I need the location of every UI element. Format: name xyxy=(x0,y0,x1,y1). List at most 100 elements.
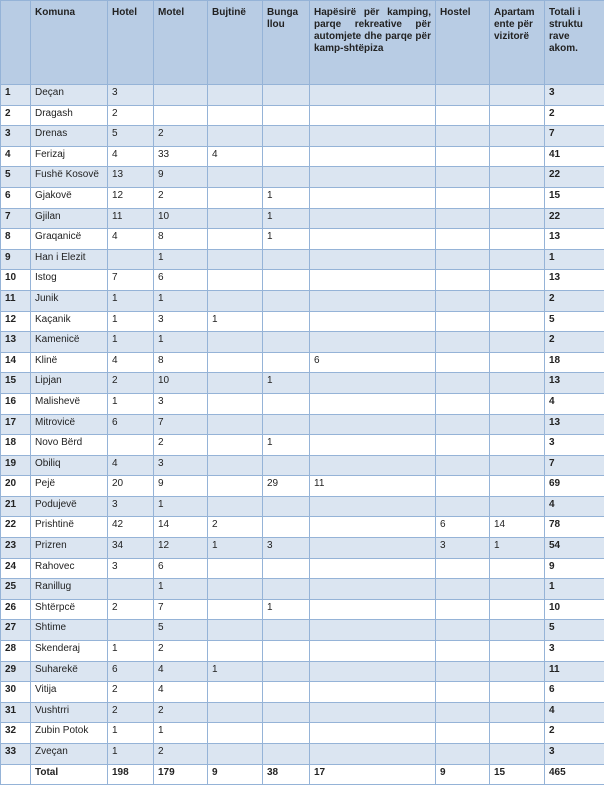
table-cell: 10 xyxy=(544,598,604,621)
table-cell xyxy=(262,84,310,106)
table-cell: Obiliq xyxy=(30,454,108,477)
table-cell xyxy=(207,166,263,188)
table-cell: 3 xyxy=(153,392,208,415)
table-cell: Gjakovë xyxy=(30,186,108,209)
table-cell xyxy=(207,434,263,456)
table-cell xyxy=(435,392,490,415)
table-cell: 8 xyxy=(153,228,208,250)
total-row: Total 198 179 9 38 17 9 15 465 xyxy=(0,763,604,786)
table-cell: Novo Bërd xyxy=(30,434,108,456)
table-cell: 1 xyxy=(107,392,154,415)
table-cell xyxy=(309,722,436,744)
table-cell: Malishevë xyxy=(30,392,108,415)
table-cell xyxy=(262,413,310,436)
table-cell: 4 xyxy=(107,145,154,168)
table-cell xyxy=(435,145,490,168)
table-cell xyxy=(262,289,310,312)
table-cell xyxy=(435,186,490,209)
table-cell: 38 xyxy=(262,763,310,786)
table-row: 6 Gjakovë 12 2 1 15 xyxy=(0,186,604,209)
table-cell xyxy=(207,681,263,703)
table-cell: 10 xyxy=(0,269,31,291)
table-cell xyxy=(435,289,490,312)
table-cell: 1 xyxy=(107,743,154,765)
table-cell: Fushë Kosovë xyxy=(30,166,108,188)
table-cell: 9 xyxy=(153,475,208,497)
table-row: 22 Prishtinë 42 14 2 6 14 78 xyxy=(0,516,604,539)
table-row: 1 Deçan 3 3 xyxy=(0,84,604,106)
table-cell xyxy=(489,434,545,456)
table-cell xyxy=(107,434,154,456)
table-cell: 78 xyxy=(544,516,604,539)
table-cell xyxy=(107,578,154,600)
table-cell: 24 xyxy=(0,557,31,580)
table-cell: 7 xyxy=(107,269,154,291)
table-cell xyxy=(309,248,436,271)
table-cell xyxy=(309,372,436,394)
table-cell: Ranillug xyxy=(30,578,108,600)
table-row: 12 Kaçanik 1 3 1 5 xyxy=(0,310,604,333)
table-row: 31 Vushtrri 2 2 4 xyxy=(0,701,604,724)
table-cell xyxy=(262,495,310,518)
table-cell: 2 xyxy=(153,743,208,765)
table-cell xyxy=(435,166,490,188)
table-row: 28 Skenderaj 1 2 3 xyxy=(0,640,604,662)
table-cell: 3 xyxy=(544,84,604,106)
table-cell xyxy=(489,495,545,518)
table-cell: 2 xyxy=(153,701,208,724)
table-cell: 25 xyxy=(0,578,31,600)
column-header: Totali i struktu rave akom. xyxy=(544,0,604,85)
table-cell: 11 xyxy=(544,660,604,683)
table-cell xyxy=(309,228,436,250)
table-cell xyxy=(309,537,436,559)
table-cell xyxy=(489,351,545,374)
table-cell xyxy=(489,681,545,703)
table-cell: 17 xyxy=(0,413,31,436)
table-cell: 30 xyxy=(0,681,31,703)
table-cell xyxy=(262,640,310,662)
table-cell: 1 xyxy=(262,598,310,621)
table-cell xyxy=(262,743,310,765)
table-cell: 15 xyxy=(489,763,545,786)
table-cell: Klinë xyxy=(30,351,108,374)
table-cell xyxy=(207,351,263,374)
table-cell: 2 xyxy=(207,516,263,539)
table-cell: 3 xyxy=(262,537,310,559)
table-cell xyxy=(489,722,545,744)
table-cell xyxy=(262,248,310,271)
table-cell xyxy=(262,578,310,600)
table-cell: 5 xyxy=(107,125,154,147)
table-cell xyxy=(309,495,436,518)
table-cell: Graqanicë xyxy=(30,228,108,250)
table-cell xyxy=(435,413,490,436)
table-cell: 4 xyxy=(107,351,154,374)
table-cell xyxy=(309,331,436,353)
table-cell xyxy=(435,475,490,497)
table-cell: 2 xyxy=(107,701,154,724)
table-cell: 1 xyxy=(107,310,154,333)
table-row: 8 Graqanicë 4 8 1 13 xyxy=(0,228,604,250)
table-cell: 15 xyxy=(0,372,31,394)
table-cell: Lipjan xyxy=(30,372,108,394)
table-cell: 12 xyxy=(107,186,154,209)
table-row: 30 Vitija 2 4 6 xyxy=(0,681,604,703)
table-cell xyxy=(107,248,154,271)
table-row: 20 Pejë 20 9 29 11 69 xyxy=(0,475,604,497)
table-cell: 3 xyxy=(435,537,490,559)
table-cell: 9 xyxy=(207,763,263,786)
table-cell: 4 xyxy=(107,228,154,250)
table-cell xyxy=(309,557,436,580)
table-cell: Podujevë xyxy=(30,495,108,518)
table-cell: 4 xyxy=(544,495,604,518)
table-cell: 1 xyxy=(153,289,208,312)
table-cell xyxy=(262,392,310,415)
table-cell: Kaçanik xyxy=(30,310,108,333)
table-cell: 13 xyxy=(107,166,154,188)
table-cell: 69 xyxy=(544,475,604,497)
table-cell: Shtime xyxy=(30,619,108,642)
table-cell xyxy=(435,207,490,230)
table-cell: 20 xyxy=(0,475,31,497)
table-cell xyxy=(309,186,436,209)
table-cell: 33 xyxy=(153,145,208,168)
table-cell xyxy=(262,331,310,353)
